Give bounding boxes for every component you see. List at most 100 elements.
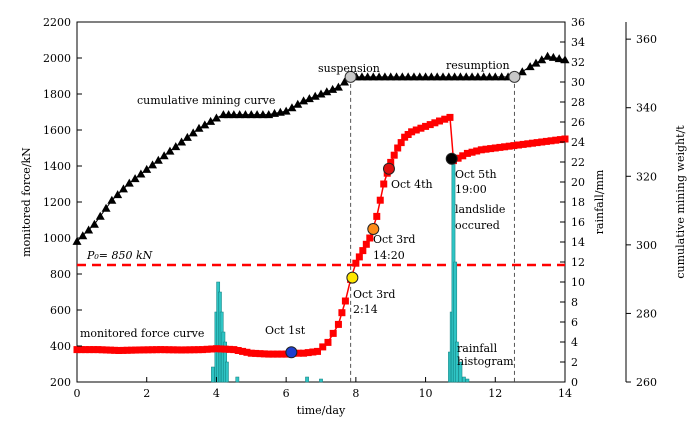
y1-tick-label: 2000: [43, 52, 71, 65]
event-marker-1: [346, 271, 359, 284]
mining-point: [403, 72, 413, 81]
mining-point: [340, 77, 350, 86]
mining-point: [450, 72, 460, 81]
event-oct5-desc2: occured: [455, 219, 500, 232]
force-point: [390, 151, 398, 159]
mining-point: [252, 110, 262, 119]
y2-tick-label: 26: [571, 116, 585, 129]
force-point: [230, 346, 238, 354]
x-tick-label: 8: [352, 387, 359, 400]
force-point: [252, 349, 260, 357]
y2-tick-label: 8: [571, 296, 578, 309]
rainfall-bar: [462, 376, 466, 383]
y2-tick-label: 20: [571, 176, 585, 189]
mining-point: [84, 225, 94, 234]
force-point: [294, 349, 302, 357]
force-point: [94, 346, 102, 354]
mining-point: [240, 110, 250, 119]
y2-tick-label: 18: [571, 196, 585, 209]
force-point: [387, 158, 395, 166]
mining-point: [246, 110, 256, 119]
y2-tick-label: 16: [571, 216, 585, 229]
force-point: [136, 346, 144, 354]
mining-point: [310, 91, 320, 100]
force-point: [329, 329, 337, 337]
force-point: [309, 348, 317, 356]
force-point: [247, 349, 255, 357]
force-point: [304, 349, 312, 357]
y2-tick-label: 12: [571, 256, 585, 269]
mining-point: [497, 72, 507, 81]
mining-point: [229, 110, 239, 119]
mining-point: [124, 178, 134, 187]
force-point: [226, 345, 233, 353]
mining-point: [374, 72, 384, 81]
y3-axis-label: cumulative mining weight/t: [674, 125, 687, 279]
force-point: [463, 149, 471, 157]
force-point: [519, 140, 527, 148]
force-point: [169, 346, 177, 354]
mining-point: [72, 236, 82, 245]
rainfall-bar: [319, 378, 323, 383]
mining-point: [543, 51, 553, 60]
mining-point: [118, 184, 128, 193]
force-point: [491, 144, 499, 152]
mining-point: [194, 123, 204, 132]
force-point: [542, 137, 550, 145]
y2-tick-label: 6: [571, 316, 578, 329]
y2-tick-label: 34: [571, 36, 585, 49]
force-point: [102, 346, 110, 354]
force-point: [505, 142, 513, 150]
mining-point: [392, 72, 402, 81]
mining-point: [113, 190, 123, 199]
force-point: [161, 346, 169, 354]
force-curve-label: monitored force curve: [80, 327, 204, 340]
y2-tick-label: 36: [571, 16, 585, 29]
force-point: [408, 128, 416, 136]
mining-point: [211, 113, 221, 122]
y2-tick-label: 10: [571, 276, 585, 289]
force-point: [157, 346, 165, 354]
force-point: [454, 154, 462, 162]
mining-point: [455, 72, 465, 81]
mining-point: [171, 142, 181, 151]
suspension-label: suspension: [318, 62, 380, 75]
rainfall-label: rainfall: [457, 342, 498, 355]
mining-point: [444, 72, 454, 81]
force-point: [140, 346, 148, 354]
mining-point: [560, 55, 570, 64]
force-point: [561, 135, 569, 143]
y1-tick-label: 1800: [43, 88, 71, 101]
force-point: [90, 346, 98, 354]
force-curve-line: [77, 116, 566, 355]
y1-tick-label: 1200: [43, 196, 71, 209]
mining-point: [479, 72, 489, 81]
force-point: [300, 349, 308, 357]
x-tick-label: 0: [74, 387, 81, 400]
x-tick-label: 14: [558, 387, 572, 400]
y1-axis-label: monitored force/kN: [20, 147, 33, 257]
force-point: [524, 140, 532, 148]
mining-point: [235, 110, 245, 119]
force-point: [119, 346, 127, 354]
force-point: [73, 346, 81, 354]
force-point: [547, 137, 555, 145]
force-point: [362, 240, 370, 248]
force-point: [496, 143, 504, 151]
force-point: [324, 338, 332, 346]
mining-point: [107, 195, 117, 204]
force-point: [127, 346, 135, 354]
event-marker-0: [285, 346, 298, 359]
force-point: [431, 119, 439, 127]
y1-tick-label: 200: [50, 376, 71, 389]
y1-tick-label: 1000: [43, 232, 71, 245]
y2-tick-label: 28: [571, 96, 585, 109]
event-oct5-desc1: landslide: [455, 203, 505, 216]
force-point: [552, 136, 560, 144]
force-point: [468, 148, 476, 156]
force-point: [221, 345, 229, 353]
force-point: [528, 139, 536, 147]
mining-point: [206, 116, 216, 125]
event-marker-2: [367, 223, 380, 235]
force-point: [152, 346, 160, 354]
